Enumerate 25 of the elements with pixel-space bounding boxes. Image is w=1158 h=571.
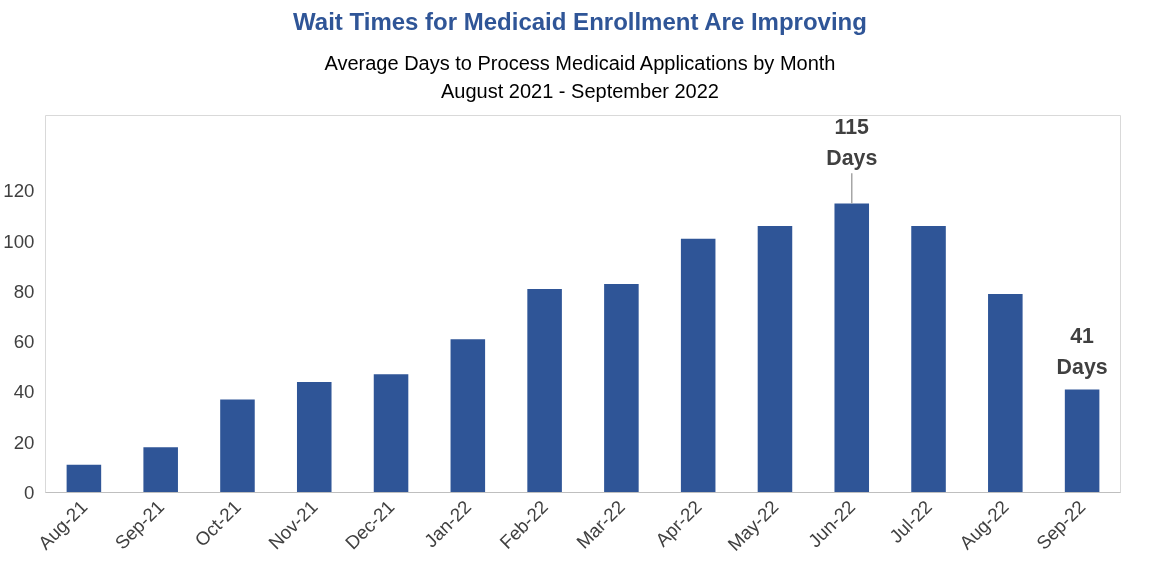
chart-subtitle: Average Days to Process Medicaid Applications by Month August 2021 - September 2022	[324, 51, 836, 105]
annotation: 115 Days	[826, 115, 878, 171]
bar	[373, 374, 409, 493]
bar	[988, 294, 1023, 493]
bar	[911, 226, 946, 493]
bar	[66, 465, 102, 493]
bar	[220, 399, 255, 493]
y-tick-label: 20	[13, 432, 35, 454]
bar	[143, 447, 178, 493]
bar	[296, 382, 332, 493]
y-tick-label: 60	[13, 331, 35, 353]
bar	[1064, 389, 1100, 493]
chart-title: Wait Times for Medicaid Enrollment Are Improving	[293, 7, 867, 37]
annotation: 41 Days	[1056, 323, 1108, 380]
y-tick-label: 100	[3, 230, 35, 252]
bar	[680, 238, 716, 493]
y-tick-label: 0	[24, 482, 35, 504]
y-tick-label: 40	[13, 381, 35, 403]
y-tick-label: 120	[3, 180, 35, 202]
bar	[757, 226, 793, 493]
bar	[604, 284, 639, 493]
bar	[450, 339, 486, 493]
y-tick-label: 80	[13, 281, 35, 303]
bar	[834, 203, 870, 493]
bar	[527, 289, 562, 493]
